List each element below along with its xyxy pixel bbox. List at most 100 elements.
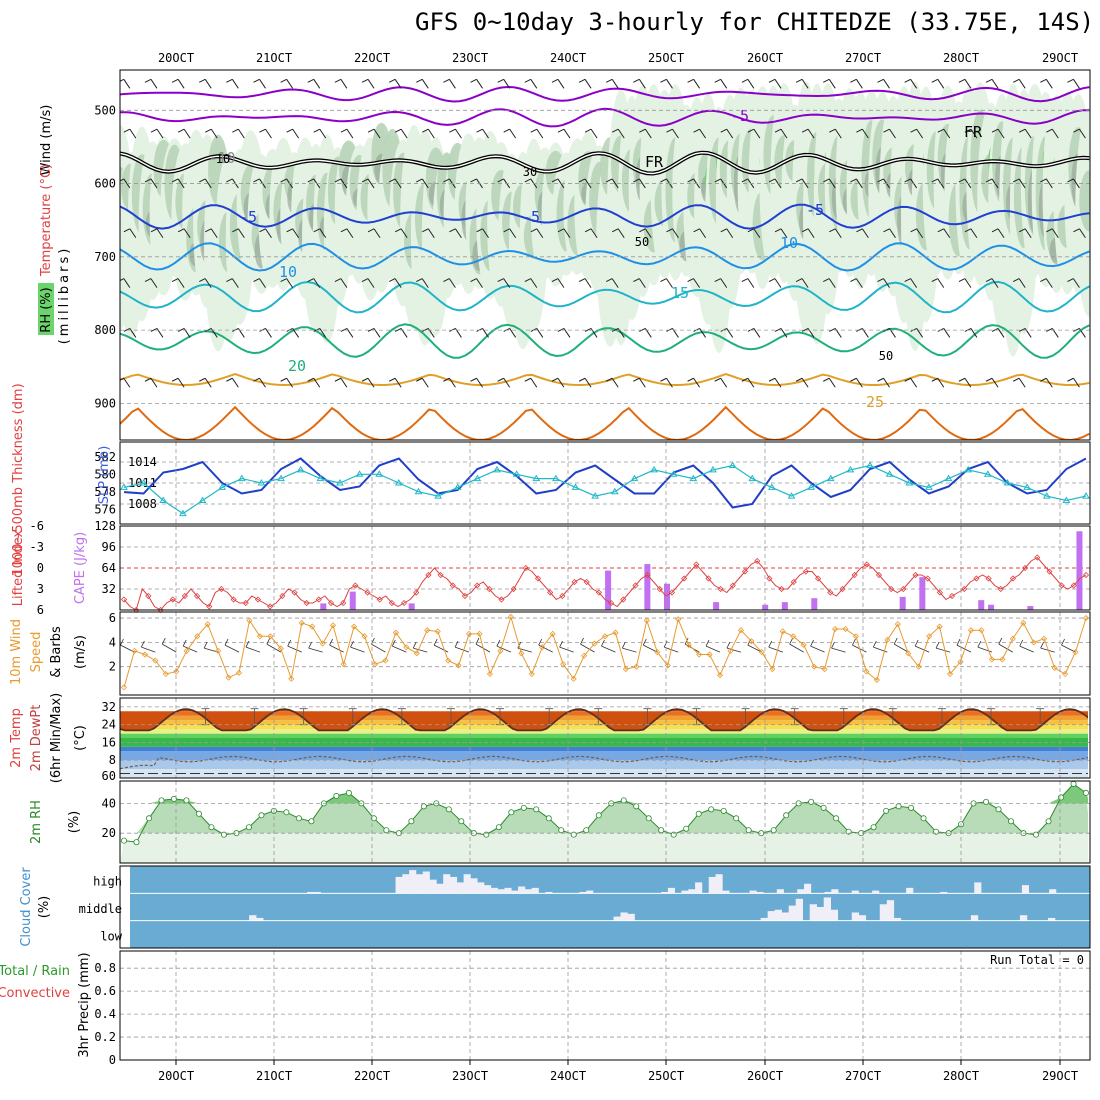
wind-barb xyxy=(877,278,890,288)
wind-marker xyxy=(528,670,535,678)
wind-barb xyxy=(795,78,809,89)
wind-barb xyxy=(150,228,164,239)
thickness-marker xyxy=(1082,492,1090,499)
li-marker xyxy=(340,599,347,607)
li-marker xyxy=(815,575,822,582)
cape-bar xyxy=(320,603,327,610)
date-label-bottom: 25OCT xyxy=(648,1069,684,1083)
wind-barb xyxy=(443,377,456,388)
wind-barb xyxy=(416,377,429,388)
cape-bar xyxy=(919,577,926,610)
wind-barb xyxy=(893,637,909,653)
li-marker xyxy=(169,596,176,603)
li-marker xyxy=(120,596,128,603)
wind-tick-label: 6 xyxy=(109,611,116,625)
li-marker xyxy=(559,592,566,600)
wind-barb xyxy=(280,377,294,388)
cloud-bar xyxy=(788,905,796,921)
cape-tick-label: 128 xyxy=(94,519,116,533)
wind-barb xyxy=(313,228,327,239)
precip-label: 3hr Precip (mm) xyxy=(77,952,92,1057)
li-marker xyxy=(401,599,408,607)
cloud-bar xyxy=(760,917,768,921)
wind-barb xyxy=(361,278,375,288)
thickness-marker xyxy=(1023,483,1031,490)
wind-barb xyxy=(199,78,212,89)
wind-barb xyxy=(232,228,245,239)
temp-tick-label: 24 xyxy=(102,718,116,732)
wind-barb xyxy=(998,637,1013,653)
upper-air-panel: -10 -5 -5 -5 -5 10 10 15 20 25 FR FR 10 30 50 50 500 600 7… xyxy=(38,69,1091,441)
cape-bar xyxy=(644,564,651,610)
wind-marker xyxy=(1082,615,1090,622)
thickness-marker xyxy=(669,470,678,477)
thickness-label: 1000~500mb Thickness (dm) xyxy=(11,383,26,576)
temperature-band xyxy=(120,746,1088,752)
temp-plot xyxy=(120,708,1088,778)
cloud-bar xyxy=(484,885,492,894)
wind-speed-label: Speed xyxy=(29,632,44,673)
thickness-marker xyxy=(689,474,698,482)
wind-barb xyxy=(449,228,462,239)
rh-marker xyxy=(733,815,740,822)
li-tick-label: 3 xyxy=(37,582,44,596)
thickness-marker xyxy=(237,474,246,482)
li-marker xyxy=(973,575,980,582)
temp-tick-label: 60 xyxy=(102,769,116,783)
temperature-band xyxy=(120,720,1088,731)
temp-tick-label: 8 xyxy=(109,753,116,767)
wind-barb xyxy=(852,638,867,653)
panel-frame xyxy=(119,441,1091,525)
contour-label: FR xyxy=(645,153,664,171)
wind-barb xyxy=(496,639,512,653)
wind-barb xyxy=(551,178,565,189)
cloud-bar xyxy=(940,891,948,894)
wind-marker xyxy=(581,652,588,659)
wind-marker xyxy=(120,684,128,691)
thickness-marker xyxy=(709,465,717,473)
thickness-marker xyxy=(453,483,462,490)
li-marker xyxy=(778,585,785,593)
temperature-panel: 8 16 24 32 60 2m Temp 2m DewPt (6hr Min/Max) (°C… xyxy=(9,693,1091,783)
wind-barb xyxy=(329,638,344,653)
wind-barb xyxy=(259,128,272,139)
wind-barb xyxy=(666,228,679,239)
thickness-marker xyxy=(296,465,305,473)
contour-label: 10 xyxy=(279,263,297,281)
wind-barb xyxy=(530,128,544,139)
cloud-bar xyxy=(872,890,880,894)
wind-barb xyxy=(611,128,625,139)
wind-tick-label: 2 xyxy=(109,660,116,674)
li-marker xyxy=(449,582,456,589)
wind-barb xyxy=(416,278,429,288)
li-marker xyxy=(510,585,517,593)
cloud-bar xyxy=(450,876,458,894)
date-label-bottom: 28OCT xyxy=(943,1069,979,1083)
wind-marker xyxy=(225,674,232,681)
rh-marker xyxy=(283,809,290,816)
wind-barb xyxy=(1040,178,1053,189)
wind-barb xyxy=(810,639,825,653)
li-marker xyxy=(839,585,846,593)
li-marker xyxy=(681,575,688,582)
rh-marker xyxy=(370,815,377,822)
wind-barb xyxy=(789,637,804,653)
contour-label: -5 xyxy=(731,107,749,125)
li-marker xyxy=(267,603,274,610)
thickness-marker xyxy=(139,479,148,486)
cape-tick-label: 32 xyxy=(102,582,116,596)
wind-barb xyxy=(334,178,348,189)
thickness-marker xyxy=(591,492,600,499)
wind-barb xyxy=(422,128,435,139)
wind-barb xyxy=(443,78,456,89)
wind-barb xyxy=(205,128,218,139)
wind-barb xyxy=(557,228,571,239)
wind-barb xyxy=(910,128,924,139)
thickness-marker xyxy=(610,487,619,495)
rh-label: RH (%) xyxy=(39,287,54,332)
precip-tick-label: 0.4 xyxy=(94,1007,116,1021)
cloud-bar xyxy=(545,891,553,894)
li-marker xyxy=(218,585,225,593)
wind-barb xyxy=(476,228,489,239)
wind-barb xyxy=(503,228,517,239)
